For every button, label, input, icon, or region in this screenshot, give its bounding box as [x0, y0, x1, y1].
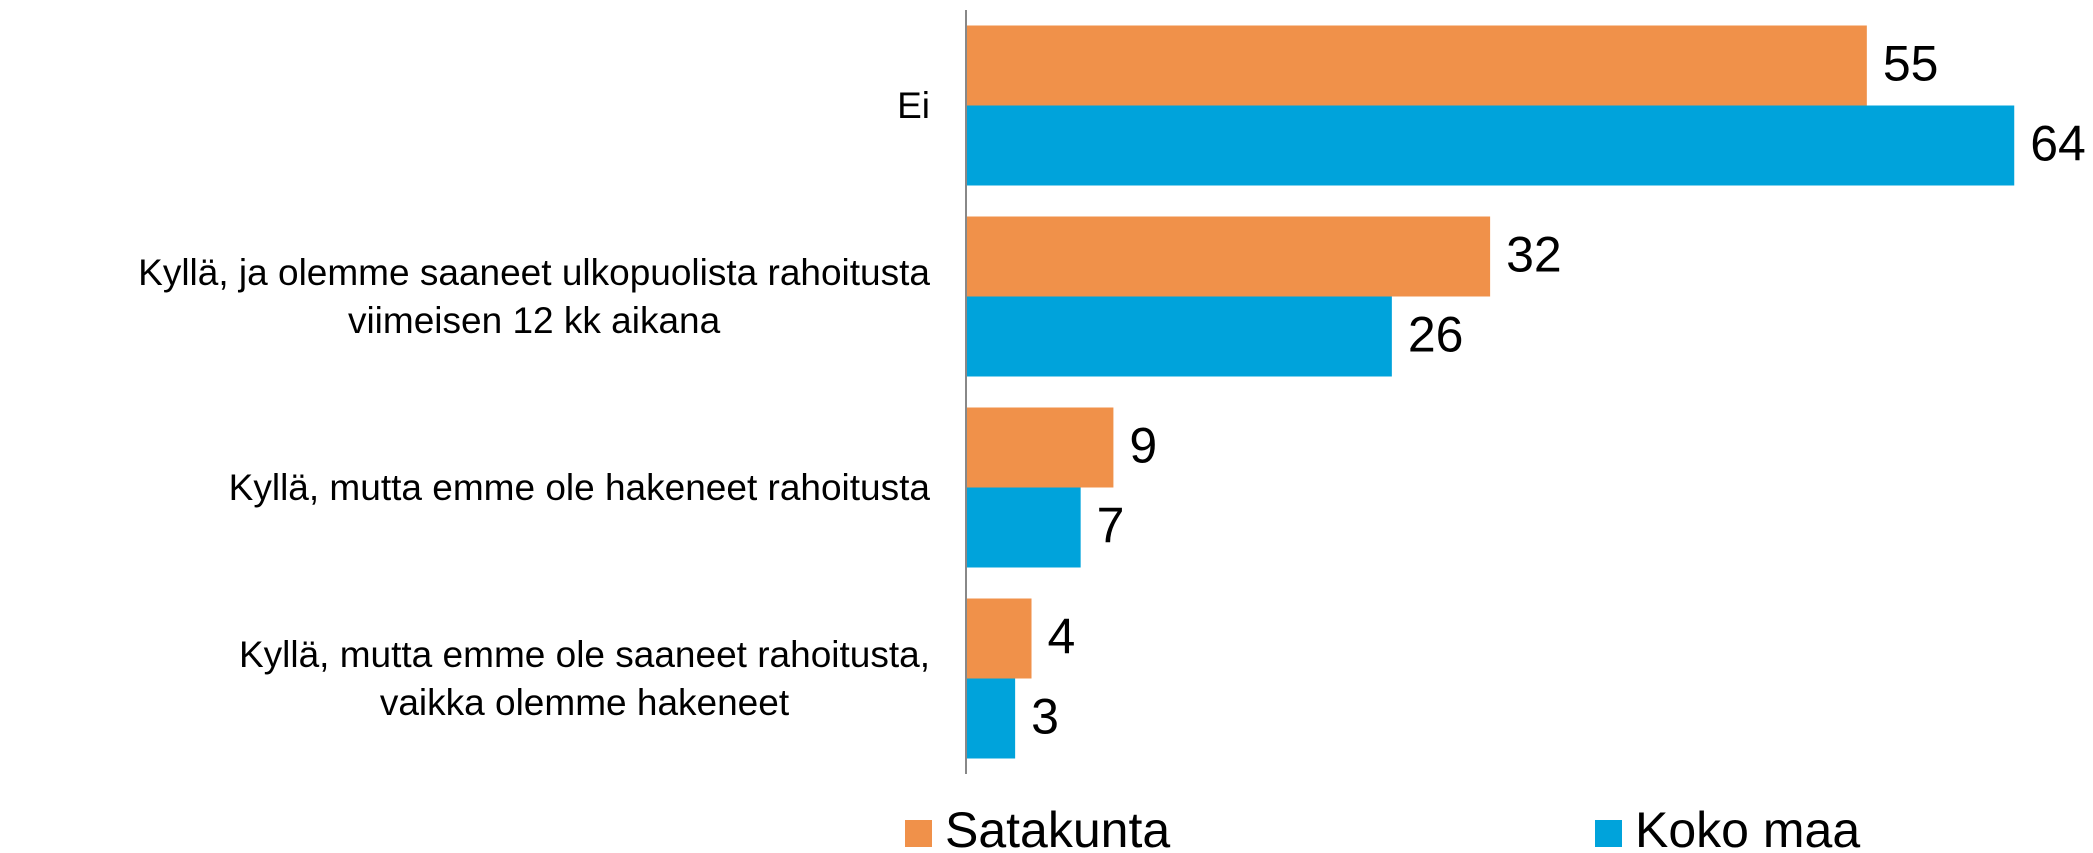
bar	[966, 216, 1491, 297]
value-label: 4	[1048, 609, 1076, 665]
bar	[966, 25, 1867, 106]
value-label: 9	[1129, 418, 1157, 474]
value-label: 26	[1408, 307, 1464, 363]
bar	[966, 105, 2015, 186]
value-label: 3	[1031, 689, 1059, 745]
bar	[966, 487, 1081, 568]
value-label: 64	[2030, 116, 2086, 172]
category-label: Ei	[897, 84, 930, 126]
value-label: 32	[1506, 227, 1562, 283]
legend-label: Koko maa	[1635, 802, 1860, 853]
bar	[966, 598, 1032, 679]
value-label: 7	[1097, 498, 1125, 554]
value-label: 55	[1883, 36, 1939, 92]
bar	[966, 407, 1114, 488]
category-label: Kyllä, ja olemme saaneet ulkopuolista ra…	[138, 251, 930, 341]
legend-swatch	[905, 820, 932, 847]
bar	[966, 678, 1016, 759]
legend-label: Satakunta	[945, 802, 1170, 853]
bar	[966, 296, 1392, 377]
legend-swatch	[1595, 820, 1622, 847]
category-label: Kyllä, mutta emme ole hakeneet rahoitust…	[228, 466, 930, 508]
category-label: Kyllä, mutta emme ole saaneet rahoitusta…	[238, 633, 930, 723]
